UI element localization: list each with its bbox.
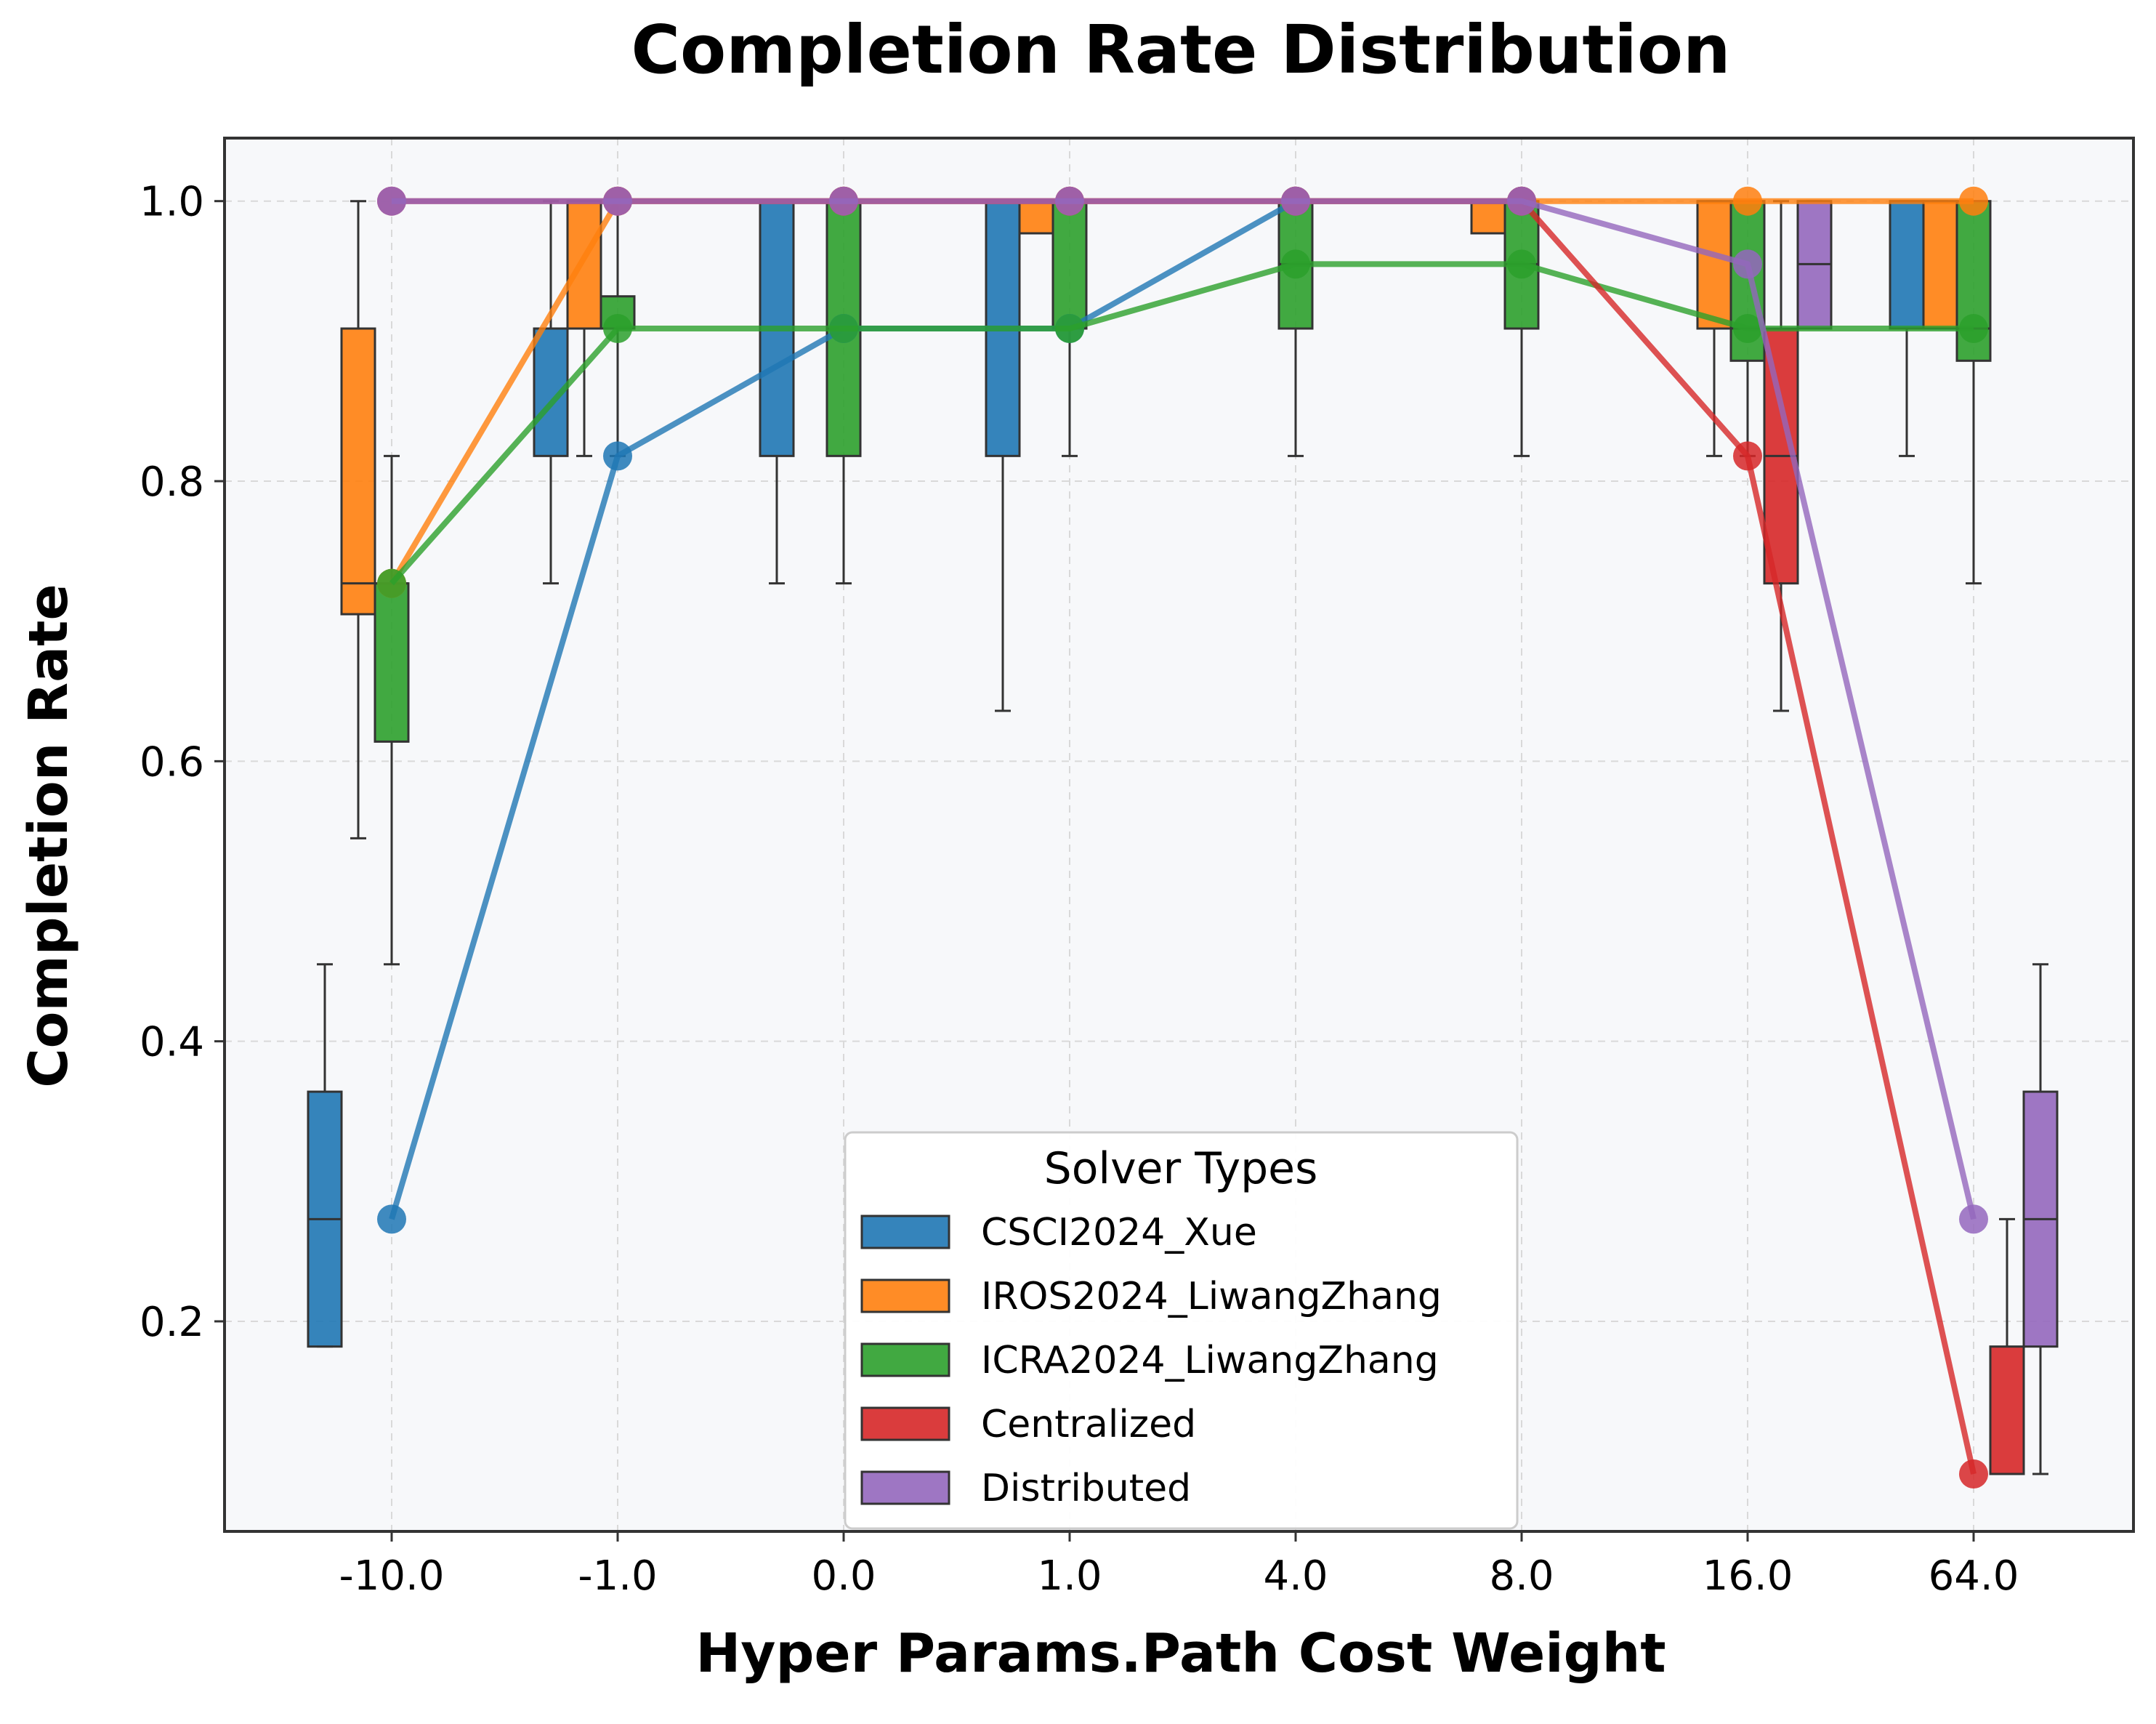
x-tick-label: 4.0: [1263, 1552, 1328, 1600]
y-axis-title: Completion Rate: [17, 584, 80, 1087]
legend-label: ICRA2024_LiwangZhang: [981, 1339, 1439, 1382]
series-marker: [1959, 1459, 1988, 1489]
box-plot: [2022, 963, 2059, 1475]
series-marker: [603, 186, 632, 216]
x-tick-label: -1.0: [578, 1552, 657, 1600]
series-marker: [1959, 1204, 1988, 1234]
series-marker: [1733, 186, 1762, 216]
plot-frame: [223, 137, 2135, 1533]
box-plot: [1470, 200, 1506, 235]
series-lines: [377, 186, 1988, 1489]
series-marker: [829, 186, 858, 216]
series-marker: [377, 186, 406, 216]
box-iqr: [340, 327, 376, 616]
series-marker: [1733, 441, 1762, 471]
series-marker: [829, 314, 858, 344]
x-axis-title: Hyper Params.Path Cost Weight: [695, 1622, 1666, 1685]
legend-box: [844, 1131, 1519, 1530]
x-axis-ticks: -10.0 -1.0 0.0 1.0 4.0 8.0 16.0 64.0: [339, 1531, 2019, 1600]
series-line: [389, 261, 1974, 586]
box-iqr: [1922, 200, 1958, 330]
box-plot: [340, 200, 376, 839]
y-axis-ticks: 0.2 0.4 0.6 0.8 1.0: [140, 179, 225, 1346]
y-tick-label: 0.6: [140, 738, 204, 786]
series-marker: [1959, 314, 1988, 344]
box-iqr: [1696, 200, 1732, 330]
box-plot: [1922, 200, 1958, 330]
y-tick-label: 0.2: [140, 1299, 204, 1346]
series-marker: [1281, 249, 1310, 279]
series-marker: [1055, 314, 1084, 344]
legend-swatch: [860, 1278, 950, 1313]
x-tick-label: 64.0: [1929, 1552, 2019, 1600]
box-plot: [1796, 200, 1833, 330]
box-iqr: [1018, 200, 1054, 235]
legend-swatch: [860, 1470, 950, 1505]
x-tick-label: 16.0: [1703, 1552, 1793, 1600]
legend-label: Distributed: [981, 1467, 1191, 1510]
legend-title: Solver Types: [1044, 1143, 1318, 1194]
x-tick-label: 1.0: [1037, 1552, 1102, 1600]
x-tick-label: -10.0: [339, 1552, 445, 1600]
box-plot: [1989, 1217, 2025, 1475]
legend-swatch: [860, 1215, 950, 1249]
series-marker: [1055, 186, 1084, 216]
box-iqr: [1470, 200, 1506, 235]
box-plot: [307, 963, 343, 1348]
box-iqr: [1051, 200, 1088, 330]
x-tick-label: 0.0: [811, 1552, 876, 1600]
box-plot: [1051, 200, 1088, 457]
series-marker: [1733, 314, 1762, 344]
y-tick-label: 0.8: [140, 459, 204, 506]
y-tick-label: 0.4: [140, 1019, 204, 1066]
series-line: [392, 198, 1977, 1220]
x-tick-label: 8.0: [1489, 1552, 1554, 1600]
legend-label: Centralized: [981, 1403, 1196, 1446]
chart-title: Completion Rate Distribution: [631, 11, 1730, 89]
series-marker: [377, 568, 406, 598]
legend-label: CSCI2024_Xue: [981, 1211, 1257, 1254]
series-marker: [603, 314, 632, 344]
box-iqr: [566, 200, 602, 330]
box-plot: [1018, 200, 1054, 235]
box-iqr: [374, 582, 410, 743]
box-plot: [1889, 200, 1925, 457]
series-marker: [1507, 186, 1536, 216]
series-marker: [377, 1204, 406, 1234]
series-marker: [603, 441, 632, 471]
legend-label: IROS2024_LiwangZhang: [981, 1275, 1442, 1318]
series-marker: [1959, 186, 1988, 216]
series-marker: [1281, 186, 1310, 216]
legend: Solver Types CSCI2024_Xue IROS2024_Liwang…: [844, 1131, 1519, 1530]
box-iqr: [1889, 200, 1925, 330]
series-marker: [1733, 249, 1762, 279]
series-marker: [1507, 249, 1536, 279]
box-iqr: [1989, 1345, 2025, 1475]
legend-swatch: [860, 1406, 950, 1441]
y-tick-label: 1.0: [140, 179, 204, 226]
legend-swatch: [860, 1342, 950, 1377]
